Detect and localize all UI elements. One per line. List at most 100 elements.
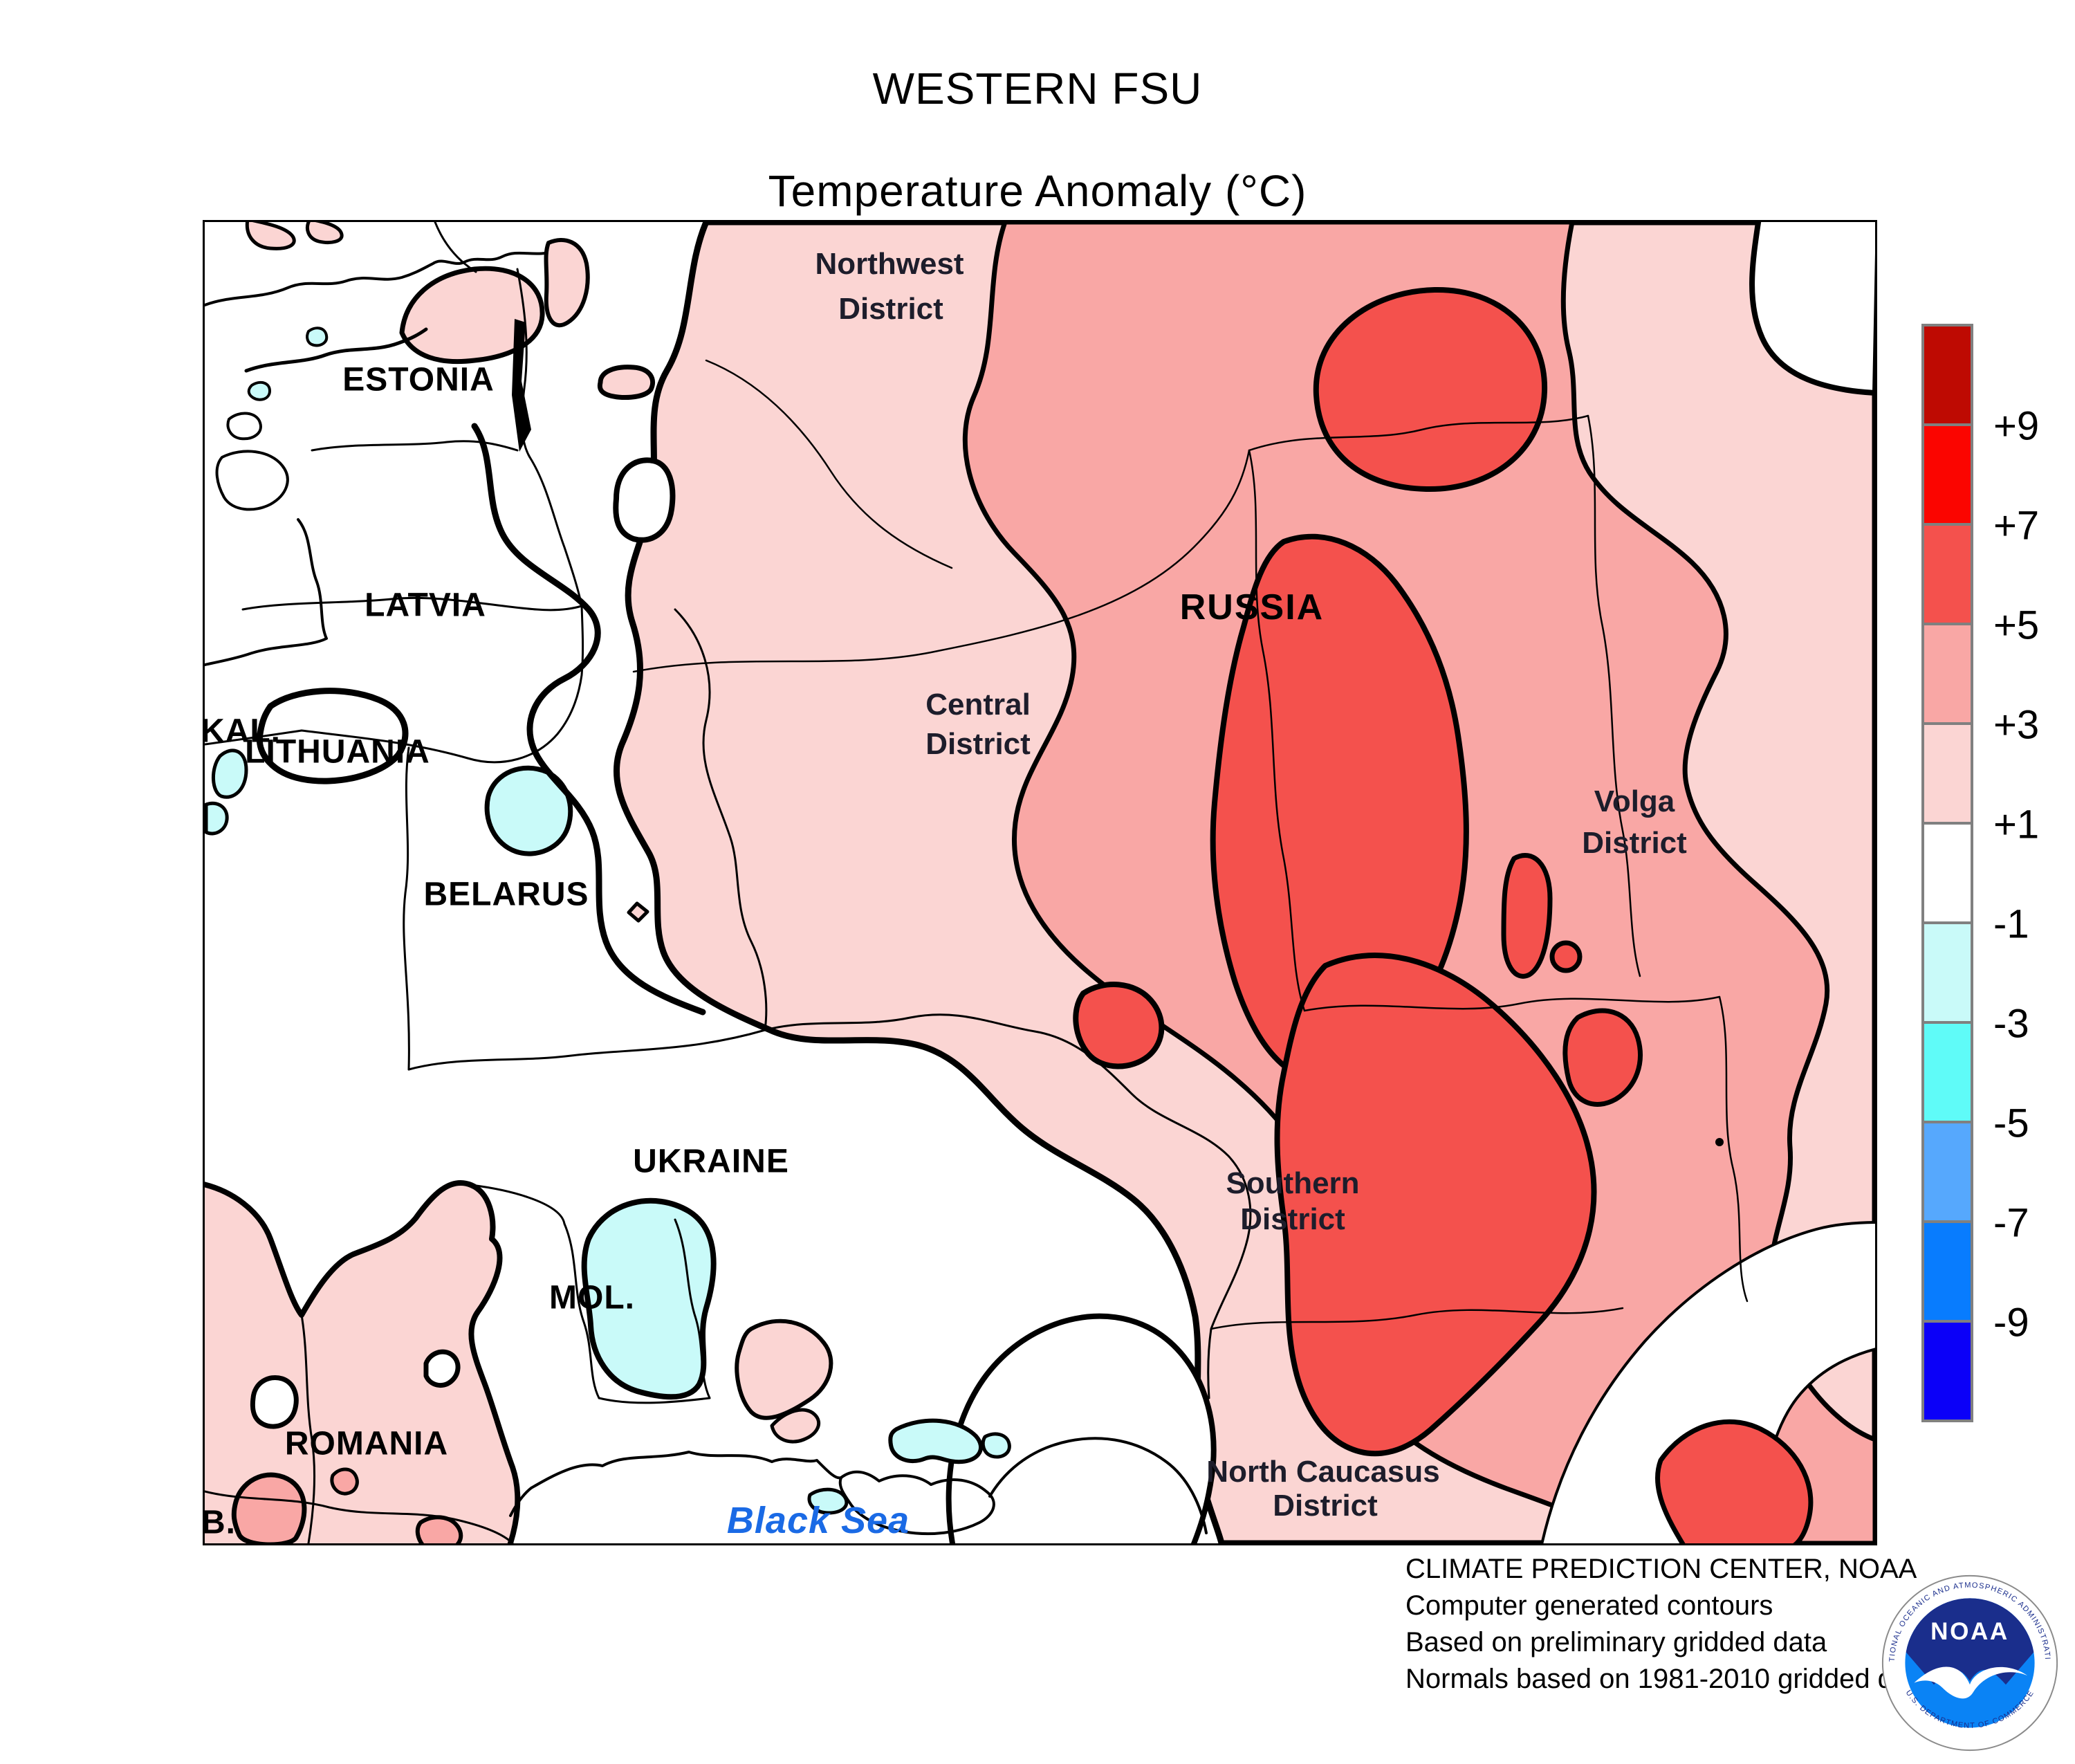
coastline-azov <box>988 1437 1208 1534</box>
contour-plus5-volga-2 <box>1549 940 1583 973</box>
label-black-sea: Black Sea <box>726 1500 910 1541</box>
legend-cell-ltm9 <box>1921 1320 1973 1422</box>
legend-cell-gt9 <box>1921 324 1973 426</box>
legend-cell-m1-3 <box>1921 921 1973 1024</box>
legend-tick-p3: +3 <box>1993 702 2040 748</box>
coastline-black-sea <box>509 1451 842 1517</box>
contour-white-ne-pocket <box>1749 222 1875 396</box>
coastline-crimea <box>838 1470 995 1536</box>
contour-plus3-romania-s <box>415 1515 463 1543</box>
color-scale-legend: +9 +7 +5 +3 +1 -1 -3 -5 -7 -9 <box>1921 324 2039 1422</box>
coastline-estonia-north <box>244 327 428 373</box>
island-saaremaa <box>215 450 289 511</box>
legend-tick-p9: +9 <box>1993 403 2040 449</box>
label-southern-district-1: Southern <box>1226 1166 1360 1200</box>
label-north-caucasus-district-1: North Caucasus <box>1206 1455 1440 1489</box>
contour-minus1-estonia2 <box>247 380 271 401</box>
contour-plus5-top-oval <box>1313 286 1548 493</box>
label-lithuania: LITHUANIA <box>245 733 430 771</box>
contour-plus1-pskov-oval <box>597 365 656 400</box>
credits-block: CLIMATE PREDICTION CENTER, NOAA Computer… <box>1405 1551 1932 1698</box>
contour-plus1-crimea-patch <box>770 1408 820 1444</box>
credits-line-4: Normals based on 1981-2010 gridded data <box>1405 1664 1932 1694</box>
credits-line-1: CLIMATE PREDICTION CENTER, NOAA <box>1405 1554 1917 1584</box>
legend-tick-m5: -5 <box>1993 1101 2029 1146</box>
contour-white-azov <box>946 1313 1217 1543</box>
legend-tick-p5: +5 <box>1993 603 2040 648</box>
label-northwest-district-2: District <box>838 292 943 326</box>
contour-minus1-belarus <box>484 765 573 856</box>
anomaly-map-canvas <box>205 222 1875 1543</box>
contour-minus1-lithuania1 <box>211 748 248 799</box>
credits-line-3: Based on preliminary gridded data <box>1405 1627 1827 1657</box>
title-variable: Temperature Anomaly (°C) <box>768 166 1307 216</box>
anomaly-map: ESTONIA LATVIA LITHUANIA KAL. BELARUS UK… <box>203 220 1877 1545</box>
label-moldova: MOL. <box>549 1279 635 1316</box>
contour-plus5-caucasus <box>1655 1419 1814 1543</box>
contour-plus5-southern <box>1274 953 1597 1457</box>
label-volga-district-2: District <box>1582 826 1687 860</box>
noaa-logo-dark-top <box>1906 1598 2034 1685</box>
contour-plus3-romania-tiny <box>330 1467 359 1496</box>
legend-cell-m5-7 <box>1921 1121 1973 1223</box>
label-estonia: ESTONIA <box>342 361 495 398</box>
legend-tick-m1: -1 <box>1993 901 2029 947</box>
legend-cell-0 <box>1921 822 1973 924</box>
contour-plus1-belarus-diamond <box>627 901 649 923</box>
contour-minus1-crimea <box>807 1487 849 1515</box>
contour-plus1-finland-patch1 <box>245 222 296 250</box>
contour-thick-kaliningrad-ring <box>256 688 409 784</box>
noaa-logo-seagull <box>1914 1666 2028 1699</box>
legend-tick-p1: +1 <box>1993 802 2040 847</box>
contour-plus5-west-small <box>1073 982 1165 1069</box>
label-volga-district-1: Volga <box>1594 784 1675 818</box>
legend-tick-p7: +7 <box>1993 503 2040 549</box>
contour-minus1-moldova <box>581 1197 717 1400</box>
legend-cell-1-3 <box>1921 722 1973 825</box>
legend-cell-5-7 <box>1921 523 1973 625</box>
contour-minus1-lithuania2 <box>205 801 229 836</box>
contour-plus5-volga-3 <box>1562 1008 1643 1107</box>
contour-white-hole-romania2 <box>423 1349 461 1388</box>
legend-cell-m7-9 <box>1921 1220 1973 1323</box>
contour-dot <box>1715 1138 1724 1146</box>
contour-plus3-romania-sw <box>231 1472 307 1543</box>
label-russia: RUSSIA <box>1179 587 1325 627</box>
legend-cell-3-5 <box>1921 623 1973 725</box>
label-north-caucasus-district-2: District <box>1273 1489 1378 1523</box>
label-southern-district-2: District <box>1240 1202 1345 1236</box>
credits-line-2: Computer generated contours <box>1405 1590 1773 1621</box>
noaa-logo: NOAA NATIONAL OCEANIC AND ATMOSPHERIC AD… <box>1880 1573 2058 1752</box>
label-b: B. <box>203 1504 236 1541</box>
coastline-finland <box>205 251 546 306</box>
legend-cell-m3-5 <box>1921 1021 1973 1123</box>
contour-minus1-azov2 <box>981 1432 1011 1459</box>
noaa-logo-acronym: NOAA <box>1930 1618 2009 1645</box>
contour-white-hole <box>613 457 676 543</box>
district-borders <box>632 359 1749 1330</box>
label-northwest-district-1: Northwest <box>815 247 964 281</box>
legend-cell-7-9 <box>1921 423 1973 526</box>
legend-tick-m3: -3 <box>1993 1001 2029 1047</box>
contour-white-hole-romania1 <box>250 1375 299 1429</box>
label-latvia: LATVIA <box>365 587 486 624</box>
label-ukraine: UKRAINE <box>633 1143 789 1180</box>
contour-minus1-estonia1 <box>306 327 329 347</box>
contour-thick-west-squiggle <box>471 423 706 1016</box>
island-hiiumaa <box>226 412 262 441</box>
country-borders <box>205 222 1252 1543</box>
label-kaliningrad: KAL. <box>203 713 281 750</box>
label-belarus: BELARUS <box>423 876 589 913</box>
legend-tick-m9: -9 <box>1993 1300 2029 1345</box>
title-region: WESTERN FSU <box>872 64 1203 113</box>
label-central-district-2: District <box>925 727 1031 761</box>
contour-plus5-volga-1 <box>1501 853 1553 979</box>
contour-plus1-estonia-patch <box>399 266 545 365</box>
contour-plus1-finland-patch2 <box>306 222 344 245</box>
contour-plus1-spb-patch <box>544 238 590 328</box>
legend-tick-m7: -7 <box>1993 1200 2029 1246</box>
caspian-sea <box>1540 1221 1875 1543</box>
lake-peipus <box>512 319 531 452</box>
label-central-district-1: Central <box>925 688 1031 722</box>
